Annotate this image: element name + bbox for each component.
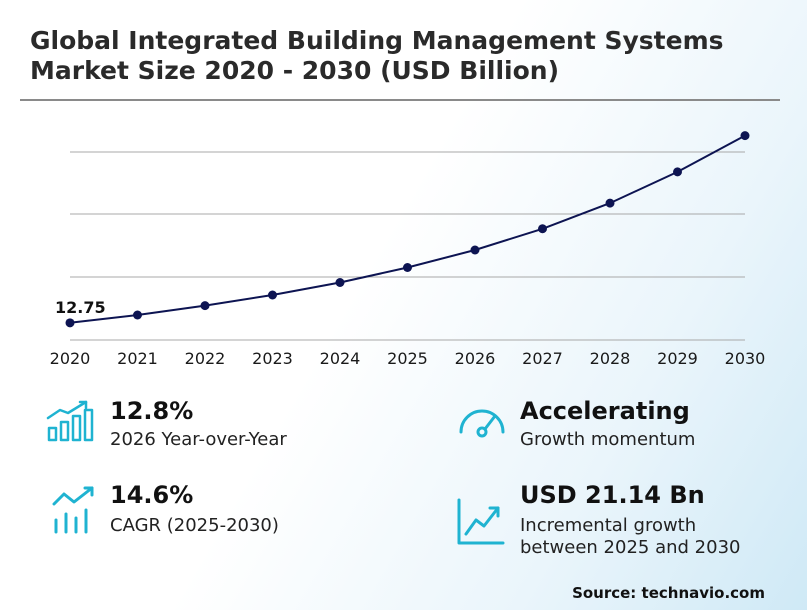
data-points bbox=[65, 131, 750, 328]
stat-cagr-label: CAGR (2025-2030) bbox=[110, 515, 279, 536]
gauge-icon bbox=[457, 404, 507, 444]
grid-lines bbox=[70, 151, 745, 341]
stat-momentum-label: Growth momentum bbox=[520, 429, 696, 450]
chart-title: Global Integrated Building Management Sy… bbox=[30, 26, 807, 86]
stat-incremental: USD 21.14 Bn Incremental growth between … bbox=[520, 481, 740, 559]
stat-yoy-label: 2026 Year-over-Year bbox=[110, 429, 287, 450]
bar-trend-icon bbox=[50, 486, 96, 540]
x-tick-label: 2021 bbox=[117, 349, 158, 368]
stat-incremental-label-2: between 2025 and 2030 bbox=[520, 537, 741, 558]
stat-incremental-label-1: Incremental growth bbox=[520, 515, 697, 536]
x-tick-label: 2020 bbox=[50, 349, 91, 368]
bar-growth-icon bbox=[46, 400, 94, 448]
data-point bbox=[740, 131, 750, 141]
stat-cagr-value: 14.6% bbox=[110, 481, 194, 509]
chart-title-line1: Global Integrated Building Management Sy… bbox=[30, 26, 724, 55]
line-trend-icon bbox=[456, 498, 506, 550]
data-point bbox=[605, 198, 615, 208]
annotations: 12.75 bbox=[55, 298, 106, 317]
title-divider bbox=[20, 99, 780, 101]
line-chart: 2020 2021 2022 2023 2024 2025 2026 2027 2028 2029… bbox=[50, 131, 766, 368]
x-tick-label: 2024 bbox=[320, 349, 361, 368]
x-tick-label: 2029 bbox=[657, 349, 698, 368]
data-point bbox=[65, 318, 75, 328]
stat-yoy: 12.8% 2026 Year-over-Year bbox=[110, 397, 287, 451]
series-line bbox=[69, 134, 746, 324]
data-point bbox=[538, 224, 547, 234]
x-tick-label: 2027 bbox=[522, 349, 563, 368]
stat-momentum-value: Accelerating bbox=[520, 397, 690, 425]
data-point bbox=[403, 263, 412, 272]
stat-cagr: 14.6% CAGR (2025-2030) bbox=[110, 481, 279, 537]
chart-title-line2: Market Size 2020 - 2030 (USD Billion) bbox=[30, 56, 559, 85]
data-point bbox=[470, 245, 480, 255]
x-tick-label: 2022 bbox=[185, 349, 226, 368]
stat-incremental-value: USD 21.14 Bn bbox=[520, 481, 705, 509]
x-tick-label: 2026 bbox=[455, 349, 496, 368]
source-credit: Source: technavio.com bbox=[572, 584, 765, 602]
x-tick-label: 2023 bbox=[252, 349, 293, 368]
x-tick-label: 2025 bbox=[387, 349, 428, 368]
data-point bbox=[268, 290, 277, 300]
stat-momentum: Accelerating Growth momentum bbox=[520, 397, 695, 451]
data-point bbox=[335, 278, 345, 287]
stat-yoy-value: 12.8% bbox=[110, 397, 194, 425]
data-point bbox=[133, 310, 142, 320]
data-label: 12.75 bbox=[55, 298, 106, 317]
x-tick-label: 2030 bbox=[725, 349, 766, 368]
data-point bbox=[673, 167, 682, 177]
x-tick-label: 2028 bbox=[590, 349, 631, 368]
data-point bbox=[200, 301, 210, 311]
x-axis-ticks: 2020 2021 2022 2023 2024 2025 2026 2027 2028 2029… bbox=[50, 349, 766, 368]
